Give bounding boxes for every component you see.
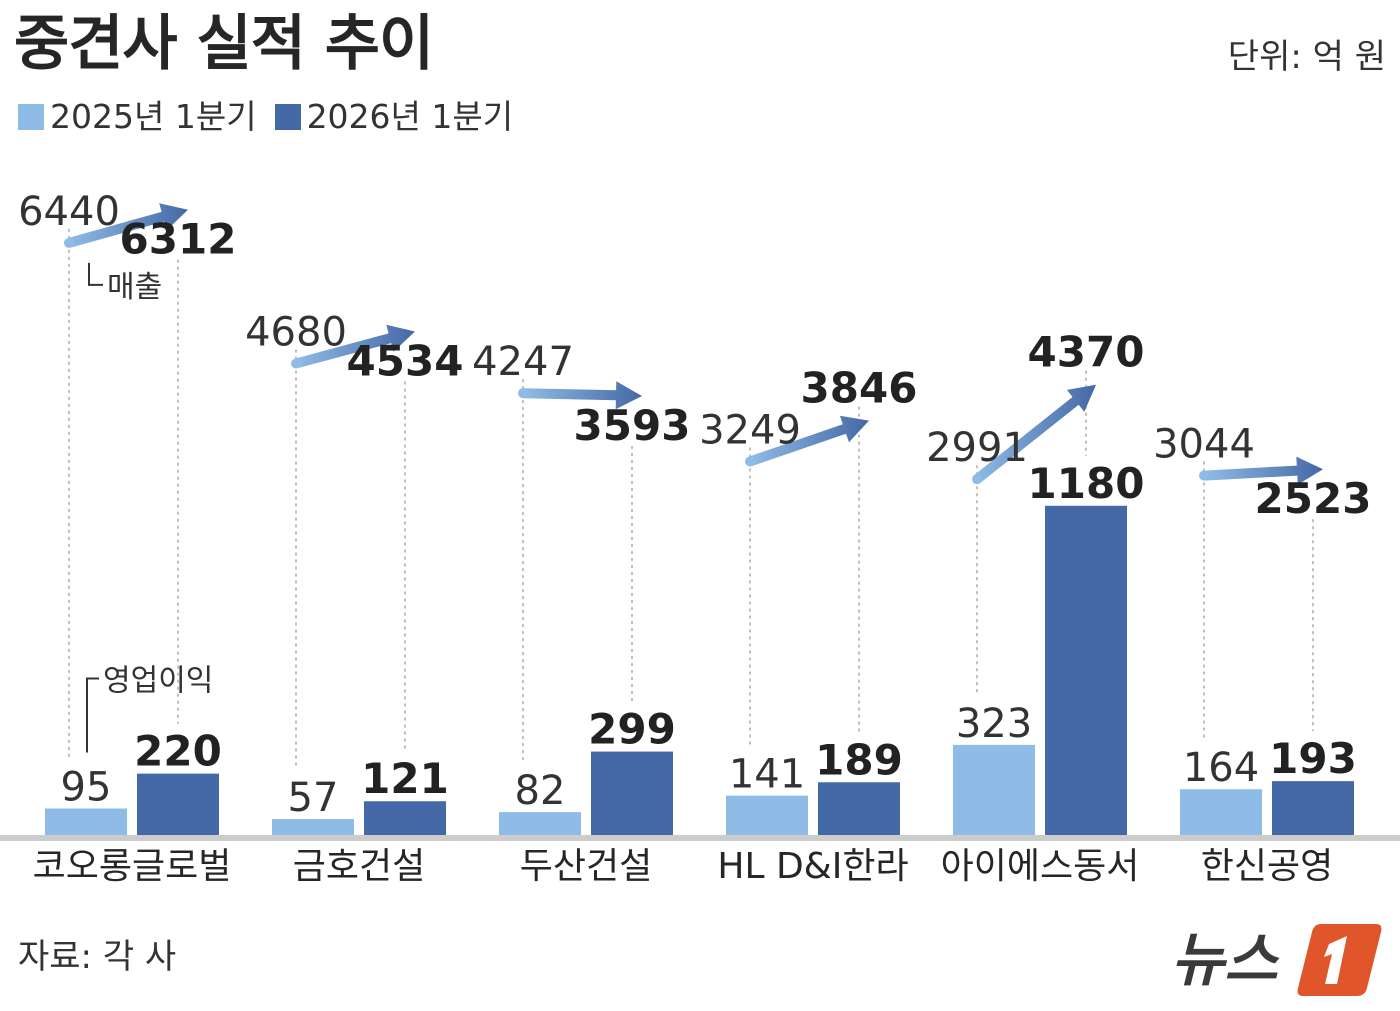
revenue-arrow (748, 415, 869, 467)
revenue-value-2025: 3249 (699, 408, 801, 454)
bar-value-2025: 95 (61, 764, 112, 810)
bar-2026 (137, 773, 219, 835)
revenue-value-2025: 6440 (18, 189, 120, 235)
revenue-arrow-tail (972, 474, 982, 485)
category-label: 코오롱글로벌 (33, 846, 232, 887)
bar-2025 (499, 812, 581, 835)
bar-2025 (953, 744, 1035, 835)
revenue-value-2026: 3593 (574, 401, 691, 450)
revenue-arrow (1203, 456, 1323, 485)
revenue-value-2025: 4680 (245, 309, 347, 355)
bar-2026 (818, 782, 900, 835)
revenue-arrow (973, 384, 1096, 484)
revenue-arrow-tail (745, 456, 755, 467)
bar-2025 (272, 819, 354, 835)
source-note: 자료: 각 사 (18, 937, 177, 977)
profit-note-label: 영업이익 (103, 663, 213, 698)
revenue-arrow (522, 381, 642, 410)
bar-value-2026: 193 (1269, 734, 1357, 783)
unit-label: 단위: 억 원 (1227, 37, 1386, 77)
profit-note-bracket (86, 677, 99, 753)
bar-2025 (1180, 789, 1262, 835)
legend-item-curr: 2026년 1분기 (274, 97, 514, 136)
bar-2025 (45, 808, 127, 835)
revenue-value-2025: 4247 (472, 339, 574, 385)
bar-2026 (364, 801, 446, 835)
legend-swatch-prev (18, 103, 44, 130)
category-label: 아이에스동서 (941, 846, 1140, 887)
bar-value-2026: 220 (134, 727, 222, 776)
revenue-value-2025: 3044 (1153, 422, 1255, 468)
revenue-value-2026: 2523 (1255, 474, 1372, 523)
legend-swatch-curr (274, 103, 301, 130)
revenue-value-2026: 6312 (120, 215, 237, 264)
bar-value-2025: 57 (288, 775, 339, 821)
bar-2025 (726, 795, 808, 835)
revenue-value-2026: 4370 (1028, 328, 1145, 377)
baseline (0, 835, 1400, 841)
bar-2026 (1272, 781, 1354, 835)
bar-value-2026: 121 (361, 754, 449, 803)
legend: 2025년 1분기 2026년 1분기 (18, 100, 513, 133)
category-label: 금호건설 (293, 846, 425, 887)
bar-value-2026: 1180 (1028, 459, 1145, 508)
revenue-note-bracket (88, 262, 103, 286)
bar-value-2025: 141 (729, 752, 805, 798)
revenue-arrow (67, 203, 188, 248)
revenue-arrow-tail (64, 237, 74, 248)
bar-2026 (1045, 505, 1127, 835)
revenue-arrow-tail (291, 358, 301, 369)
revenue-value-2026: 4534 (347, 336, 464, 385)
revenue-value-2025: 2991 (926, 425, 1028, 471)
category-label: 한신공영 (1201, 846, 1333, 887)
revenue-arrow-tail (518, 388, 528, 399)
revenue-note-label: 매출 (107, 270, 162, 305)
legend-label-curr: 2026년 1분기 (306, 97, 514, 136)
bar-value-2025: 82 (515, 768, 566, 814)
category-label: HL D&I한라 (717, 846, 908, 887)
revenue-arrow (294, 324, 415, 369)
bar-value-2026: 189 (815, 735, 903, 784)
revenue-value-2026: 3846 (801, 364, 918, 413)
legend-item-prev: 2025년 1분기 (18, 100, 257, 133)
bar-value-2026: 299 (588, 705, 676, 754)
category-label: 두산건설 (520, 846, 652, 887)
bar-value-2025: 164 (1183, 745, 1259, 791)
news1-logo: 뉴스 (1171, 924, 1382, 996)
legend-label-prev: 2025년 1분기 (50, 97, 257, 136)
svg-text:뉴스: 뉴스 (1171, 926, 1280, 994)
revenue-arrow-tail (1199, 470, 1209, 481)
bar-value-2025: 323 (956, 701, 1032, 747)
chart-title: 중견사 실적 추이 (14, 9, 434, 79)
bar-2026 (591, 751, 673, 835)
